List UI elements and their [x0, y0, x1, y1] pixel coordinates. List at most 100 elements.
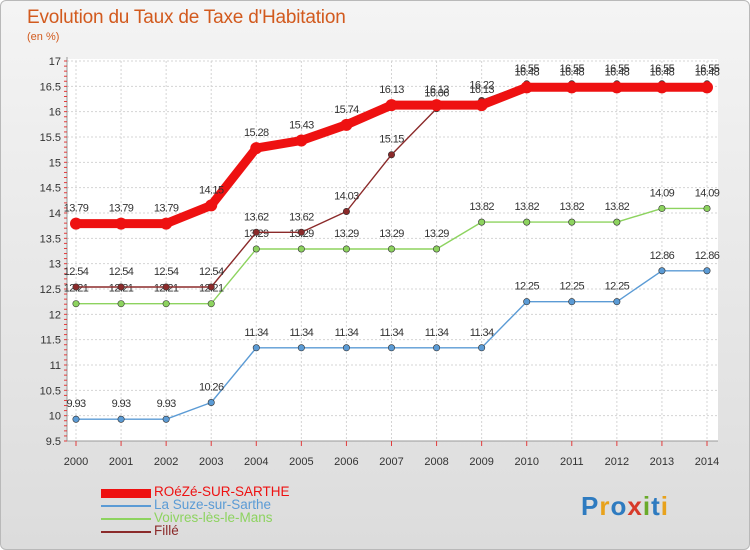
chart-title: Evolution du Taux de Taxe d'Habitation [27, 7, 346, 28]
data-point [520, 81, 533, 94]
data-label: 12.86 [695, 250, 720, 262]
data-point [162, 415, 170, 423]
legend-swatch [101, 518, 151, 520]
data-label: 12.54 [109, 266, 134, 278]
data-point [703, 204, 711, 212]
legend-swatch [101, 531, 151, 533]
data-point [385, 99, 398, 112]
data-label: 14.03 [334, 190, 359, 202]
data-label: 13.29 [379, 228, 404, 240]
data-point [658, 267, 666, 275]
data-point [340, 118, 353, 131]
data-label: 14.15 [199, 184, 224, 196]
x-tick-label: 2004 [244, 456, 268, 468]
data-point [207, 283, 215, 291]
legend-swatch [101, 505, 151, 507]
data-label: 12.25 [605, 281, 630, 293]
series-2: 12.2112.2112.2112.2113.2913.2913.2913.29… [64, 187, 720, 308]
y-tick-label: 10.5 [40, 385, 61, 397]
data-label: 13.82 [605, 201, 630, 213]
x-tick-label: 2014 [695, 456, 719, 468]
data-point [387, 245, 395, 253]
data-label: 9.93 [66, 398, 85, 410]
legend-label: ROéZé-SUR-SARTHE [154, 484, 290, 499]
data-label: 16.48 [560, 66, 585, 78]
series-0: 13.79 13.79 13.79 14.15 15.28 15.43 15.74 16.13… [64, 66, 720, 230]
data-point [205, 199, 218, 212]
x-tick-label: 2012 [605, 456, 629, 468]
data-point [250, 142, 263, 155]
x-tick-label: 2008 [424, 456, 448, 468]
y-tick-label: 10 [49, 411, 61, 423]
data-point [478, 218, 486, 226]
data-point [72, 300, 80, 308]
y-tick-label: 16 [49, 107, 61, 119]
data-point [613, 298, 621, 306]
data-label: 13.62 [289, 211, 314, 223]
data-point [117, 415, 125, 423]
y-tick-label: 13 [49, 259, 61, 271]
data-label: 12.25 [560, 281, 585, 293]
data-point [117, 300, 125, 308]
data-point [342, 344, 350, 352]
data-point [568, 298, 576, 306]
data-label: 16.55 [695, 63, 720, 75]
data-point [478, 344, 486, 352]
data-point [701, 81, 713, 94]
data-label: 9.93 [112, 398, 131, 410]
data-point [703, 267, 711, 275]
data-label: 15.43 [289, 120, 314, 132]
x-tick-label: 2006 [334, 456, 358, 468]
data-label: 13.62 [244, 211, 269, 223]
y-tick-label: 11.5 [40, 335, 61, 347]
data-label: 16.06 [424, 88, 449, 100]
data-label: 13.82 [469, 201, 494, 213]
x-tick-label: 2000 [64, 456, 88, 468]
data-point [207, 300, 215, 308]
data-label: 13.82 [514, 201, 539, 213]
y-tick-label: 15.5 [40, 132, 61, 144]
y-tick-label: 14 [49, 208, 61, 220]
x-tick-label: 2003 [199, 456, 223, 468]
data-label: 13.79 [109, 203, 134, 215]
data-label: 16.55 [514, 63, 539, 75]
legend-label: La Suze-sur-Sarthe [154, 497, 272, 512]
brand-letter: o [610, 491, 628, 521]
data-point [162, 300, 170, 308]
y-tick-label: 12 [49, 309, 61, 321]
brand-letter: r [599, 491, 611, 521]
x-tick-label: 2001 [109, 456, 133, 468]
x-tick-label: 2011 [560, 456, 584, 468]
brand-letter: t [651, 491, 661, 521]
data-label: 16.13 [379, 84, 404, 96]
legend-swatch [101, 488, 151, 498]
data-point [72, 415, 80, 423]
data-point [613, 218, 621, 226]
data-label: 13.82 [560, 201, 585, 213]
data-label: 16.13 [469, 84, 494, 96]
data-label: 15.15 [379, 134, 404, 146]
data-point [565, 81, 578, 94]
data-label: 16.48 [514, 66, 539, 78]
data-point [297, 344, 305, 352]
data-label: 16.48 [695, 66, 720, 78]
data-label: 16.13 [424, 84, 449, 96]
data-label: 16.55 [560, 63, 585, 75]
y-tick-label: 13.5 [40, 233, 61, 245]
data-label: 15.28 [244, 127, 269, 139]
data-point [162, 283, 170, 291]
y-tick-label: 15 [49, 157, 61, 169]
data-label: 11.34 [380, 327, 404, 339]
data-label: 12.54 [199, 266, 224, 278]
x-tick-label: 2002 [154, 456, 178, 468]
x-tick-label: 2007 [379, 456, 403, 468]
data-point [433, 245, 441, 253]
data-point [568, 218, 576, 226]
data-point [433, 344, 441, 352]
data-point [115, 217, 128, 230]
x-tick-label: 2005 [289, 456, 313, 468]
data-label: 16.48 [605, 66, 630, 78]
data-point [160, 217, 173, 230]
data-label: 15.74 [334, 104, 359, 116]
